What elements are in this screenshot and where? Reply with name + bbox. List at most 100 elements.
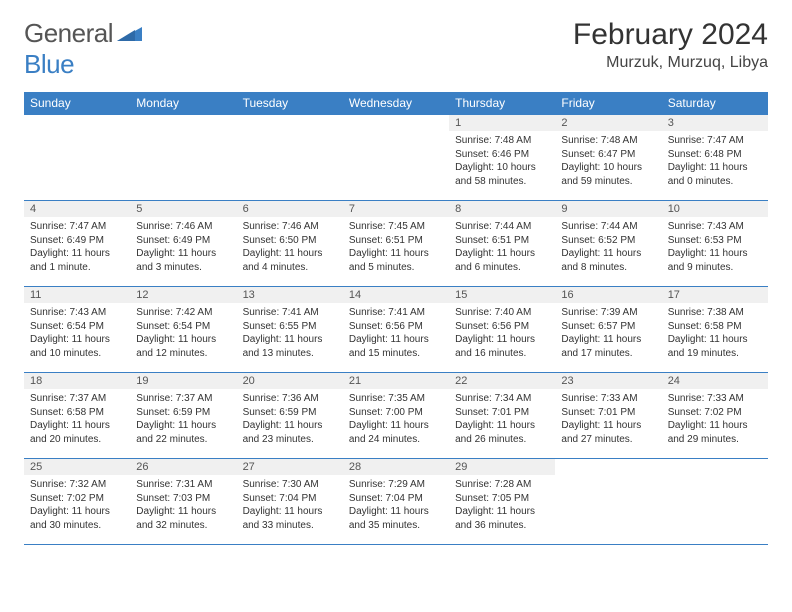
day-number: 5 <box>130 201 236 217</box>
calendar-cell: 8Sunrise: 7:44 AMSunset: 6:51 PMDaylight… <box>449 201 555 287</box>
day-number: 12 <box>130 287 236 303</box>
day-number: 1 <box>449 115 555 131</box>
calendar-cell: 22Sunrise: 7:34 AMSunset: 7:01 PMDayligh… <box>449 373 555 459</box>
weekday-header: Friday <box>555 92 661 115</box>
calendar-week-row: 18Sunrise: 7:37 AMSunset: 6:58 PMDayligh… <box>24 373 768 459</box>
day-number: 24 <box>662 373 768 389</box>
day-number: 17 <box>662 287 768 303</box>
day-number: 15 <box>449 287 555 303</box>
day-number: 27 <box>237 459 343 475</box>
weekday-header: Wednesday <box>343 92 449 115</box>
day-data: Sunrise: 7:48 AMSunset: 6:46 PMDaylight:… <box>449 131 555 192</box>
calendar-cell: 12Sunrise: 7:42 AMSunset: 6:54 PMDayligh… <box>130 287 236 373</box>
day-data: Sunrise: 7:41 AMSunset: 6:56 PMDaylight:… <box>343 303 449 364</box>
day-data: Sunrise: 7:47 AMSunset: 6:48 PMDaylight:… <box>662 131 768 192</box>
day-number: 25 <box>24 459 130 475</box>
day-data: Sunrise: 7:37 AMSunset: 6:58 PMDaylight:… <box>24 389 130 450</box>
calendar-cell: 25Sunrise: 7:32 AMSunset: 7:02 PMDayligh… <box>24 459 130 545</box>
calendar-cell: 9Sunrise: 7:44 AMSunset: 6:52 PMDaylight… <box>555 201 661 287</box>
day-data: Sunrise: 7:36 AMSunset: 6:59 PMDaylight:… <box>237 389 343 450</box>
day-number: 22 <box>449 373 555 389</box>
day-data: Sunrise: 7:29 AMSunset: 7:04 PMDaylight:… <box>343 475 449 536</box>
calendar-cell: 4Sunrise: 7:47 AMSunset: 6:49 PMDaylight… <box>24 201 130 287</box>
calendar-cell: .. <box>555 459 661 545</box>
calendar-cell: 28Sunrise: 7:29 AMSunset: 7:04 PMDayligh… <box>343 459 449 545</box>
calendar-week-row: ........1Sunrise: 7:48 AMSunset: 6:46 PM… <box>24 115 768 201</box>
weekday-header: Saturday <box>662 92 768 115</box>
day-data: Sunrise: 7:43 AMSunset: 6:53 PMDaylight:… <box>662 217 768 278</box>
calendar-cell: .. <box>24 115 130 201</box>
day-number: 2 <box>555 115 661 131</box>
calendar-week-row: 11Sunrise: 7:43 AMSunset: 6:54 PMDayligh… <box>24 287 768 373</box>
title-block: February 2024 Murzuk, Murzuq, Libya <box>573 18 768 72</box>
calendar-cell: 1Sunrise: 7:48 AMSunset: 6:46 PMDaylight… <box>449 115 555 201</box>
calendar-cell: 7Sunrise: 7:45 AMSunset: 6:51 PMDaylight… <box>343 201 449 287</box>
day-number: 11 <box>24 287 130 303</box>
day-data: Sunrise: 7:33 AMSunset: 7:01 PMDaylight:… <box>555 389 661 450</box>
calendar-cell: .. <box>130 115 236 201</box>
calendar-cell: 3Sunrise: 7:47 AMSunset: 6:48 PMDaylight… <box>662 115 768 201</box>
day-number: 28 <box>343 459 449 475</box>
calendar-cell: 2Sunrise: 7:48 AMSunset: 6:47 PMDaylight… <box>555 115 661 201</box>
day-data: Sunrise: 7:46 AMSunset: 6:49 PMDaylight:… <box>130 217 236 278</box>
day-data: Sunrise: 7:31 AMSunset: 7:03 PMDaylight:… <box>130 475 236 536</box>
calendar-table: SundayMondayTuesdayWednesdayThursdayFrid… <box>24 92 768 545</box>
day-data: Sunrise: 7:34 AMSunset: 7:01 PMDaylight:… <box>449 389 555 450</box>
header: GeneralBlue February 2024 Murzuk, Murzuq… <box>24 18 768 80</box>
logo-triangle-icon <box>117 18 143 49</box>
calendar-cell: 27Sunrise: 7:30 AMSunset: 7:04 PMDayligh… <box>237 459 343 545</box>
day-number: 4 <box>24 201 130 217</box>
calendar-week-row: 25Sunrise: 7:32 AMSunset: 7:02 PMDayligh… <box>24 459 768 545</box>
day-number: 7 <box>343 201 449 217</box>
calendar-cell: 10Sunrise: 7:43 AMSunset: 6:53 PMDayligh… <box>662 201 768 287</box>
calendar-cell: 16Sunrise: 7:39 AMSunset: 6:57 PMDayligh… <box>555 287 661 373</box>
day-data: Sunrise: 7:40 AMSunset: 6:56 PMDaylight:… <box>449 303 555 364</box>
day-data: Sunrise: 7:30 AMSunset: 7:04 PMDaylight:… <box>237 475 343 536</box>
page-title: February 2024 <box>573 18 768 52</box>
day-data: Sunrise: 7:44 AMSunset: 6:52 PMDaylight:… <box>555 217 661 278</box>
day-number: 3 <box>662 115 768 131</box>
day-data: Sunrise: 7:32 AMSunset: 7:02 PMDaylight:… <box>24 475 130 536</box>
day-number: 20 <box>237 373 343 389</box>
day-data: Sunrise: 7:43 AMSunset: 6:54 PMDaylight:… <box>24 303 130 364</box>
calendar-cell: .. <box>237 115 343 201</box>
day-data: Sunrise: 7:46 AMSunset: 6:50 PMDaylight:… <box>237 217 343 278</box>
day-number: 29 <box>449 459 555 475</box>
day-data: Sunrise: 7:41 AMSunset: 6:55 PMDaylight:… <box>237 303 343 364</box>
calendar-head: SundayMondayTuesdayWednesdayThursdayFrid… <box>24 92 768 115</box>
day-data: Sunrise: 7:42 AMSunset: 6:54 PMDaylight:… <box>130 303 236 364</box>
day-data: Sunrise: 7:45 AMSunset: 6:51 PMDaylight:… <box>343 217 449 278</box>
day-data: Sunrise: 7:44 AMSunset: 6:51 PMDaylight:… <box>449 217 555 278</box>
day-number: 14 <box>343 287 449 303</box>
calendar-cell: 26Sunrise: 7:31 AMSunset: 7:03 PMDayligh… <box>130 459 236 545</box>
weekday-header: Monday <box>130 92 236 115</box>
weekday-header: Thursday <box>449 92 555 115</box>
day-data: Sunrise: 7:38 AMSunset: 6:58 PMDaylight:… <box>662 303 768 364</box>
day-number: 13 <box>237 287 343 303</box>
day-number: 23 <box>555 373 661 389</box>
calendar-cell: 21Sunrise: 7:35 AMSunset: 7:00 PMDayligh… <box>343 373 449 459</box>
logo-text-1: General <box>24 18 113 48</box>
day-data: Sunrise: 7:33 AMSunset: 7:02 PMDaylight:… <box>662 389 768 450</box>
calendar-cell: 5Sunrise: 7:46 AMSunset: 6:49 PMDaylight… <box>130 201 236 287</box>
calendar-cell: 18Sunrise: 7:37 AMSunset: 6:58 PMDayligh… <box>24 373 130 459</box>
calendar-cell: 29Sunrise: 7:28 AMSunset: 7:05 PMDayligh… <box>449 459 555 545</box>
calendar-cell: .. <box>343 115 449 201</box>
day-number: 9 <box>555 201 661 217</box>
day-number: 8 <box>449 201 555 217</box>
weekday-header: Tuesday <box>237 92 343 115</box>
day-number: 21 <box>343 373 449 389</box>
calendar-body: ........1Sunrise: 7:48 AMSunset: 6:46 PM… <box>24 115 768 545</box>
calendar-week-row: 4Sunrise: 7:47 AMSunset: 6:49 PMDaylight… <box>24 201 768 287</box>
logo: GeneralBlue <box>24 18 143 80</box>
calendar-cell: 11Sunrise: 7:43 AMSunset: 6:54 PMDayligh… <box>24 287 130 373</box>
logo-text-2: Blue <box>24 49 74 79</box>
day-data: Sunrise: 7:48 AMSunset: 6:47 PMDaylight:… <box>555 131 661 192</box>
day-data: Sunrise: 7:28 AMSunset: 7:05 PMDaylight:… <box>449 475 555 536</box>
calendar-cell: 13Sunrise: 7:41 AMSunset: 6:55 PMDayligh… <box>237 287 343 373</box>
day-number: 19 <box>130 373 236 389</box>
calendar-cell: 6Sunrise: 7:46 AMSunset: 6:50 PMDaylight… <box>237 201 343 287</box>
day-number: 16 <box>555 287 661 303</box>
day-number: 10 <box>662 201 768 217</box>
day-data: Sunrise: 7:37 AMSunset: 6:59 PMDaylight:… <box>130 389 236 450</box>
